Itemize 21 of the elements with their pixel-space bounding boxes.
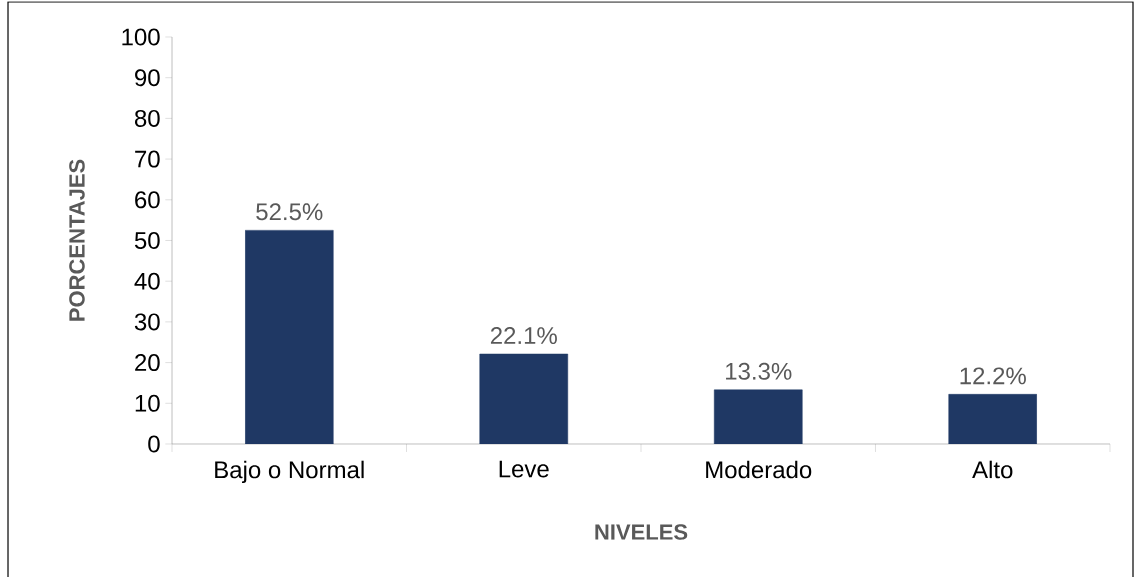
y-tick-label: 0 — [148, 435, 160, 453]
x-tick-label: Alto — [972, 460, 1013, 479]
y-tick-label: 100 — [122, 28, 160, 46]
data-label: 52.5% — [256, 203, 323, 221]
y-tick-label: 10 — [135, 394, 160, 412]
y-tick-label: 40 — [134, 272, 160, 290]
y-tick-label: 60 — [135, 191, 160, 209]
y-axis-title: PORCENTAJES — [69, 159, 85, 321]
data-label: 22.1% — [490, 327, 557, 344]
y-tick-label: 70 — [135, 150, 160, 168]
y-tick-label: 30 — [134, 313, 160, 331]
data-label: 13.3% — [726, 362, 792, 380]
y-tick-label: 90 — [135, 69, 160, 87]
y-tick-label: 50 — [134, 231, 160, 249]
x-tick-label: Moderado — [706, 460, 812, 479]
y-tick-label: 20 — [135, 354, 160, 372]
x-tick-label: Leve — [499, 460, 549, 478]
data-label: 12.2% — [960, 367, 1026, 385]
y-tick-label: 80 — [134, 109, 160, 127]
x-axis-title: NIVELES — [595, 524, 688, 540]
x-tick-label: Bajo o Normal — [215, 460, 364, 484]
